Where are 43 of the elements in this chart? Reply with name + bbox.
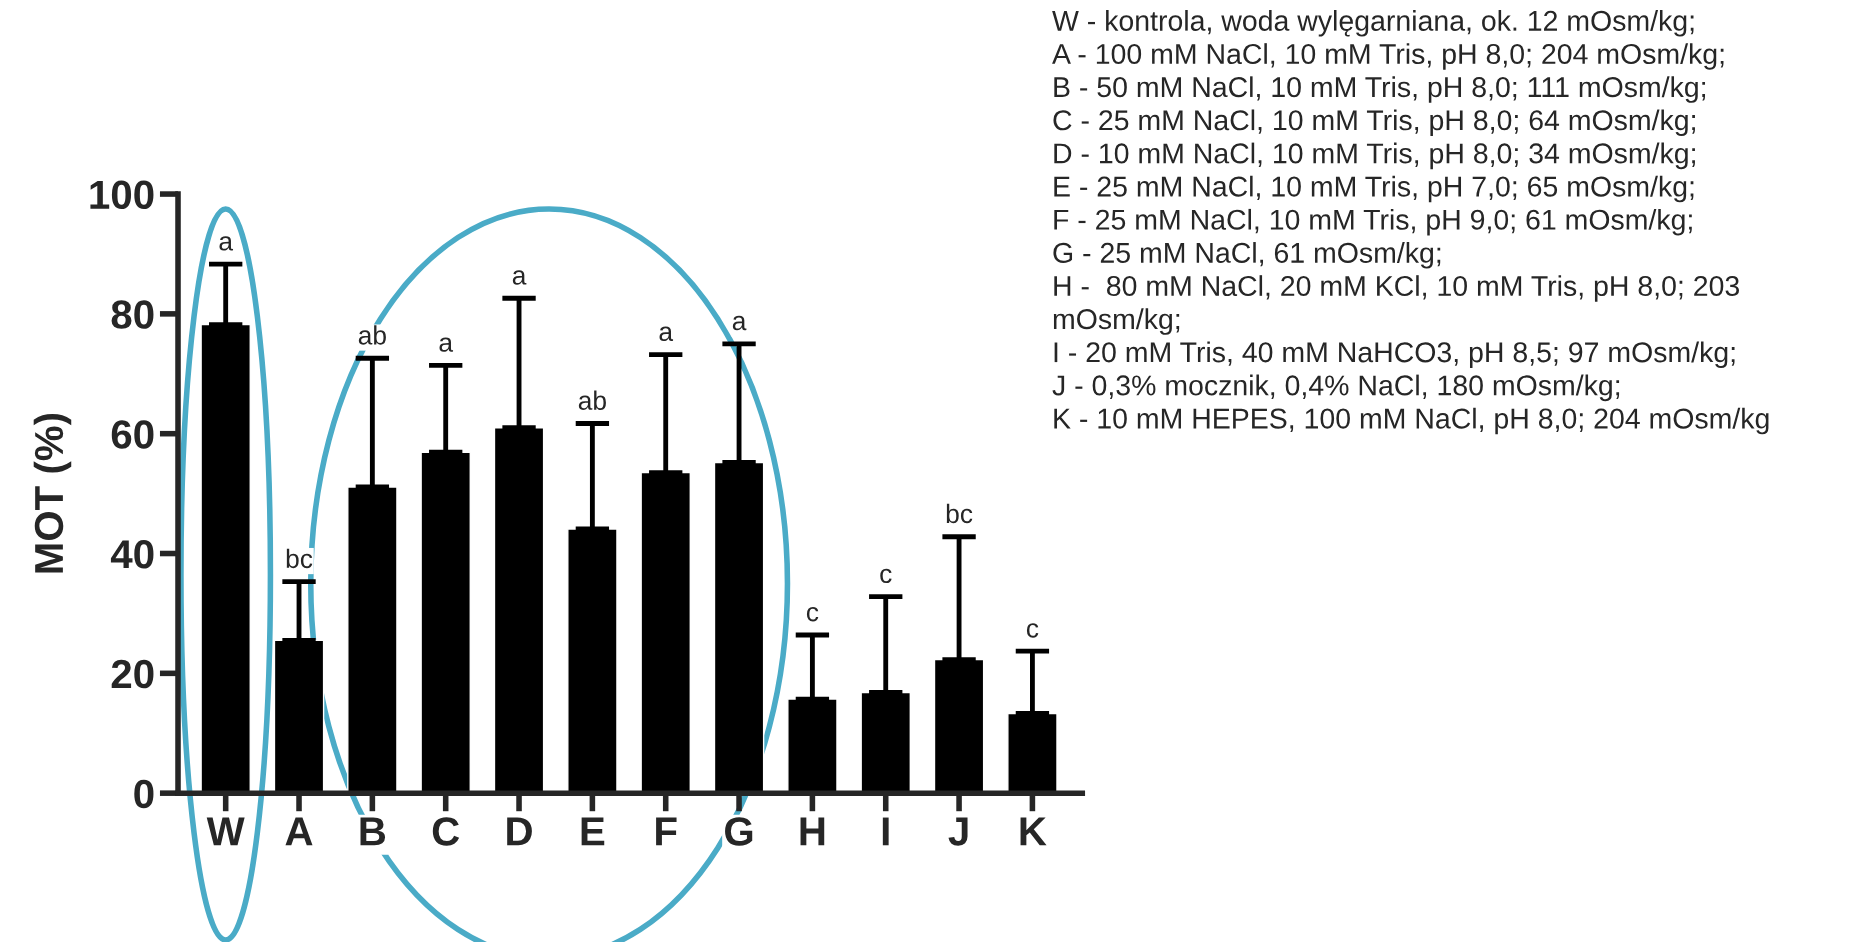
y-axis-title: MOT (%)	[33, 413, 72, 573]
x-tick-label: E	[581, 817, 605, 846]
text: C - 25 mM NaCl, 10 mM Tris, pH 8,0; 64 mOsm/kg;	[1053, 109, 1695, 136]
x-tick-label: A	[285, 817, 313, 846]
annotation: ab	[578, 390, 606, 410]
x-tick-label: G	[725, 817, 753, 846]
text: B - 50 mM NaCl, 10 mM Tris, pH 8,0; 111 mOsm/kg;	[1054, 76, 1706, 103]
text: D - 10 mM NaCl, 10 mM Tris, pH 8,0; 34 mOsm/kg;	[1054, 142, 1695, 170]
x-tick-label: F	[656, 817, 677, 846]
annotation: G - 25 mM NaCl, 61 mOsm/kg;	[1053, 242, 1441, 269]
text: W - kontrola, woda wylęgarniana, ok. 12 mOsm/kg;	[1052, 10, 1694, 37]
x-tick-label: D	[507, 817, 532, 846]
annotation: a	[732, 315, 747, 331]
text: A - 100 mM NaCl, 10 mM Tris, pH 8,0; 204 mOsm/kg;	[1052, 43, 1724, 70]
annotation: E - 25 mM NaCl, 10 mM Tris, pH 7,0; 65 mOsm/kg;	[1054, 175, 1694, 203]
annotation: K - 10 mM HEPES, 100 mM NaCl, pH 8,0; 204 mOsm/kg	[1054, 407, 1769, 435]
y-tick-label: 0	[134, 779, 154, 809]
y-tick-label: 20	[111, 659, 154, 689]
y-tick-label: 60	[111, 420, 154, 449]
x-tick-label: I	[882, 817, 889, 846]
annotation: bc	[286, 548, 313, 569]
annotation: c	[1026, 623, 1039, 638]
x-tick-label: J	[948, 817, 968, 846]
y-tick-label: 80	[111, 300, 154, 329]
y-tick-label: 40	[110, 539, 154, 569]
annotation: a	[659, 326, 674, 342]
annotation: F - 25 mM NaCl, 10 mM Tris, pH 9,0; 61 mOsm/kg;	[1054, 208, 1692, 236]
annotation: a	[512, 270, 527, 285]
x-tick-label: B	[360, 817, 386, 846]
x-tick-label: K	[1020, 817, 1047, 846]
annotation: bc	[946, 503, 973, 524]
annotation: a	[219, 236, 234, 251]
x-tick-label: W	[206, 817, 245, 846]
annotation: a	[439, 337, 454, 352]
annotation: ab	[358, 325, 386, 345]
annotation: c	[880, 568, 892, 584]
annotation: H - 80 mM NaCl, 20 mM KCl, 10 mM Tris, pH 8,0; 203 mOsm/kg;	[1053, 275, 1740, 335]
x-tick-label: C	[432, 817, 460, 846]
y-tick-label: 100	[90, 180, 154, 210]
annotation: I - 20 mM Tris, 40 mM NaHCO3, pH 8,5; 97 mOsm/kg;	[1054, 341, 1735, 369]
annotation: J - 0,3% mocznik, 0,4% NaCl, 180 mOsm/kg;	[1052, 374, 1620, 402]
x-tick-label: H	[800, 817, 825, 846]
annotation: c	[806, 606, 819, 622]
